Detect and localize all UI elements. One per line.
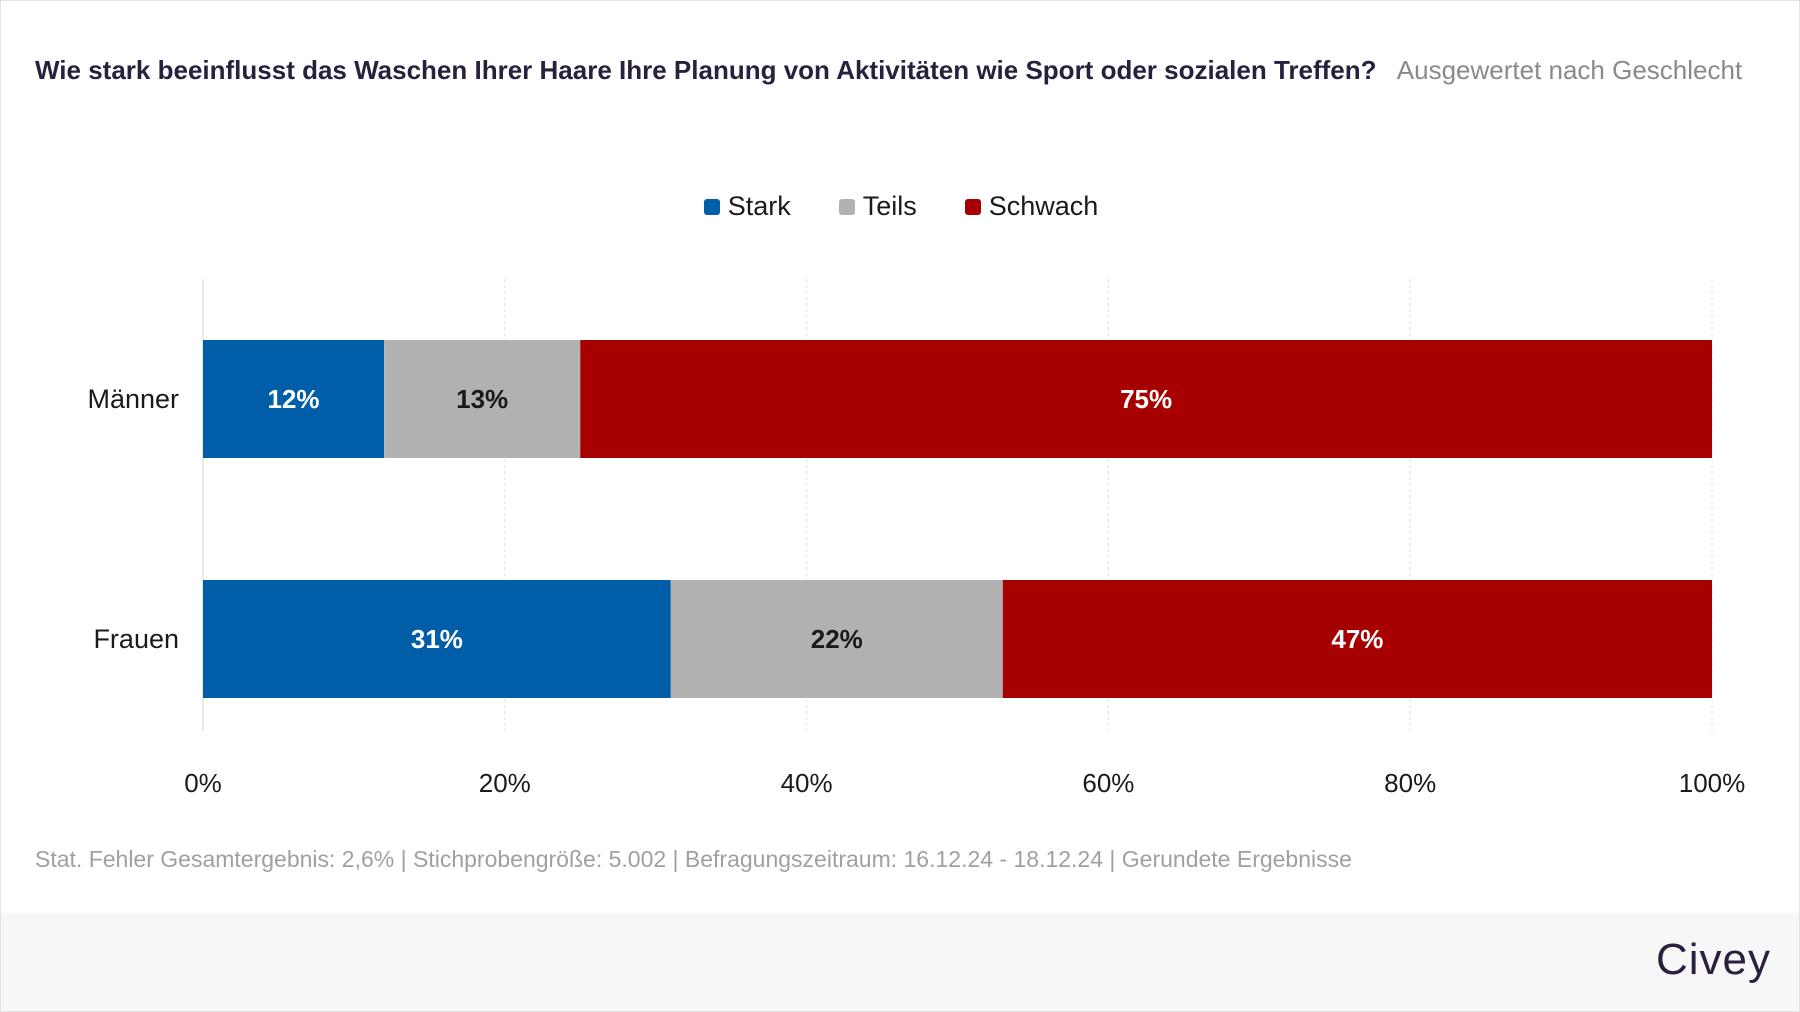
bar-teils-0 [384,340,581,458]
legend-item-schwach: Schwach [964,191,1099,222]
data-label-stark-0: 12% [268,384,320,414]
legend-swatch-stark [703,198,720,215]
category-label-0: Männer [87,384,179,414]
legend-item-stark: Stark [703,191,791,222]
bar-stark-0 [203,340,385,458]
x-tick-label-80: 80% [1384,768,1436,798]
data-label-schwach-1: 47% [1331,624,1383,654]
data-label-stark-1: 31% [411,624,463,654]
footer-bar: Civey [1,913,1799,1011]
x-tick-label-100: 100% [1679,768,1746,798]
bar-teils-1 [670,580,1003,698]
legend-item-teils: Teils [838,191,917,222]
chart-legend: Stark Teils Schwach [1,191,1799,222]
x-tick-label-20: 20% [479,768,531,798]
chart-title: Wie stark beeinflusst das Waschen Ihrer … [35,55,1377,85]
data-label-teils-0: 13% [456,384,508,414]
chart-header: Wie stark beeinflusst das Waschen Ihrer … [35,45,1765,95]
data-label-schwach-0: 75% [1120,384,1172,414]
x-tick-label-60: 60% [1082,768,1134,798]
bar-schwach-1 [1002,580,1712,698]
legend-label-stark: Stark [727,191,791,221]
bar-stark-1 [203,580,671,698]
x-tick-label-40: 40% [781,768,833,798]
footnote: Stat. Fehler Gesamtergebnis: 2,6% | Stic… [35,846,1352,872]
data-label-teils-1: 22% [811,624,863,654]
legend-swatch-schwach [964,198,981,215]
brand-logo: Civey [1655,935,1771,984]
x-tick-label-0: 0% [184,768,222,798]
legend-swatch-teils [838,198,855,215]
legend-label-schwach: Schwach [988,191,1099,221]
chart-subtitle: Ausgewertet nach Geschlecht [1396,55,1743,85]
legend-label-teils: Teils [862,191,917,221]
bar-chart: 12% 13% 75% Männer 31% 22% 47% Frauen 0% 20% 40% 60… [87,279,1746,798]
bar-schwach-0 [580,340,1712,458]
category-label-1: Frauen [93,624,179,654]
